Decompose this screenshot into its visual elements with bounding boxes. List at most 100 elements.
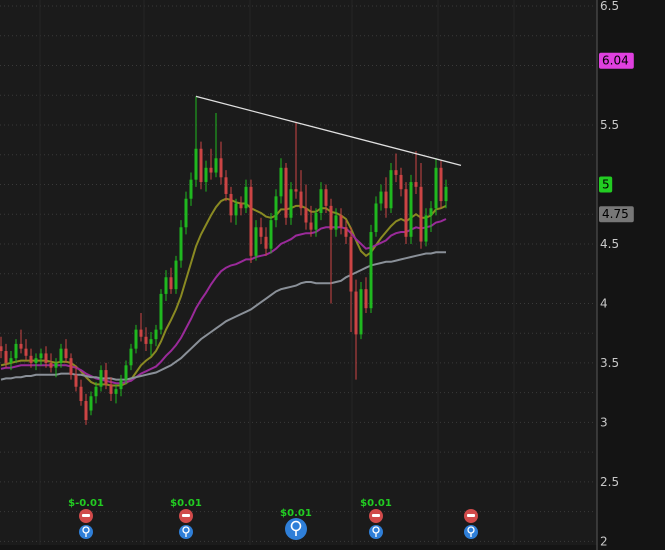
candle-body[interactable] [389, 170, 393, 209]
candle-body[interactable] [64, 348, 68, 359]
candle-body[interactable] [434, 167, 438, 209]
candle-body[interactable] [334, 215, 338, 230]
candle-body[interactable] [354, 291, 358, 335]
candle-body[interactable] [174, 260, 178, 290]
candle-body[interactable] [154, 329, 158, 340]
candle-body[interactable] [124, 365, 128, 380]
candle-body[interactable] [139, 329, 143, 337]
candle-body[interactable] [404, 189, 408, 237]
candle-body[interactable] [269, 220, 273, 249]
candle-body[interactable] [169, 277, 173, 290]
candle-body[interactable] [194, 148, 198, 180]
candle-body[interactable] [69, 358, 73, 375]
candle-body[interactable] [394, 170, 398, 175]
candle-body[interactable] [224, 177, 228, 194]
candle-body[interactable] [294, 189, 298, 192]
candle-body[interactable] [284, 167, 288, 218]
candle-body[interactable] [399, 174, 403, 190]
candle-body[interactable] [44, 353, 48, 363]
candle-body[interactable] [114, 389, 118, 394]
trendline[interactable] [195, 95, 462, 167]
candle-body[interactable] [364, 289, 368, 309]
candle-body[interactable] [129, 348, 133, 366]
candle-body[interactable] [384, 191, 388, 209]
candle-body[interactable] [319, 189, 323, 214]
candle-body[interactable] [189, 179, 193, 199]
price-axis[interactable] [597, 0, 665, 550]
candle-body[interactable] [199, 148, 203, 183]
time-axis[interactable] [0, 545, 597, 550]
candle-body[interactable] [219, 158, 223, 178]
candle-body[interactable] [184, 198, 188, 228]
candle-body[interactable] [409, 182, 413, 237]
y-tick-label: 2 [600, 534, 608, 548]
candle-body[interactable] [119, 379, 123, 390]
candle-body[interactable] [249, 186, 253, 256]
candle-body[interactable] [59, 348, 63, 363]
candle-body[interactable] [144, 336, 148, 344]
candle-body[interactable] [214, 158, 218, 173]
candle-body[interactable] [9, 358, 13, 363]
candle-body[interactable] [369, 232, 373, 309]
candle-body[interactable] [19, 343, 23, 349]
candle-body[interactable] [54, 362, 58, 368]
candle-body[interactable] [309, 222, 313, 230]
candle-body[interactable] [149, 339, 153, 344]
candle-body[interactable] [349, 236, 353, 292]
candle-body[interactable] [439, 167, 443, 202]
candle-body[interactable] [204, 167, 208, 183]
candle-body[interactable] [244, 186, 248, 209]
candle-body[interactable] [444, 186, 448, 202]
candle-body[interactable] [234, 203, 238, 216]
bulb-icon[interactable] [369, 525, 383, 539]
candle-body[interactable] [84, 401, 88, 421]
candle-body[interactable] [304, 208, 308, 223]
candle-body[interactable] [74, 374, 78, 387]
candle-body[interactable] [229, 193, 233, 216]
candle-body[interactable] [89, 396, 93, 411]
candle-body[interactable] [209, 167, 213, 173]
candle-body[interactable] [159, 293, 163, 330]
candle-body[interactable] [34, 358, 38, 363]
candle-body[interactable] [49, 362, 53, 368]
candle-body[interactable] [254, 227, 258, 256]
candle-body[interactable] [29, 355, 33, 363]
candle-body[interactable] [4, 351, 8, 363]
candle-body[interactable] [429, 208, 433, 216]
candle-body[interactable] [419, 186, 423, 242]
candle-body[interactable] [339, 215, 343, 228]
candle-body[interactable] [264, 236, 268, 249]
candle-body[interactable] [164, 277, 168, 294]
bulb-icon[interactable] [464, 525, 478, 539]
candle-body[interactable] [239, 203, 243, 209]
candle-body[interactable] [274, 196, 278, 221]
earnings-bulb-icon[interactable] [285, 518, 307, 540]
candle-body[interactable] [299, 191, 303, 209]
candle-body[interactable] [39, 353, 43, 359]
candle-body[interactable] [179, 227, 183, 261]
candle-body[interactable] [329, 205, 333, 230]
candle-body[interactable] [344, 227, 348, 237]
candle-body[interactable] [414, 182, 418, 187]
candle-body[interactable] [0, 346, 3, 352]
candle-body[interactable] [289, 189, 293, 218]
candle-body[interactable] [259, 227, 263, 237]
candle-body[interactable] [134, 329, 138, 349]
bulb-icon[interactable] [179, 525, 193, 539]
candle-body[interactable] [379, 191, 383, 204]
candle-body[interactable] [94, 386, 98, 397]
candle-body[interactable] [424, 215, 428, 242]
candle-body[interactable] [359, 289, 363, 335]
candle-body[interactable] [279, 167, 283, 197]
candle-body[interactable] [99, 370, 103, 387]
bulb-icon[interactable] [79, 525, 93, 539]
candle-body[interactable] [374, 203, 378, 233]
candle-body[interactable] [14, 343, 18, 359]
candle-body[interactable] [109, 384, 113, 394]
candle-body[interactable] [104, 370, 108, 385]
candle-body[interactable] [324, 189, 328, 206]
candle-body[interactable] [79, 386, 83, 402]
candle-body[interactable] [24, 348, 28, 356]
candle-body[interactable] [314, 213, 318, 230]
